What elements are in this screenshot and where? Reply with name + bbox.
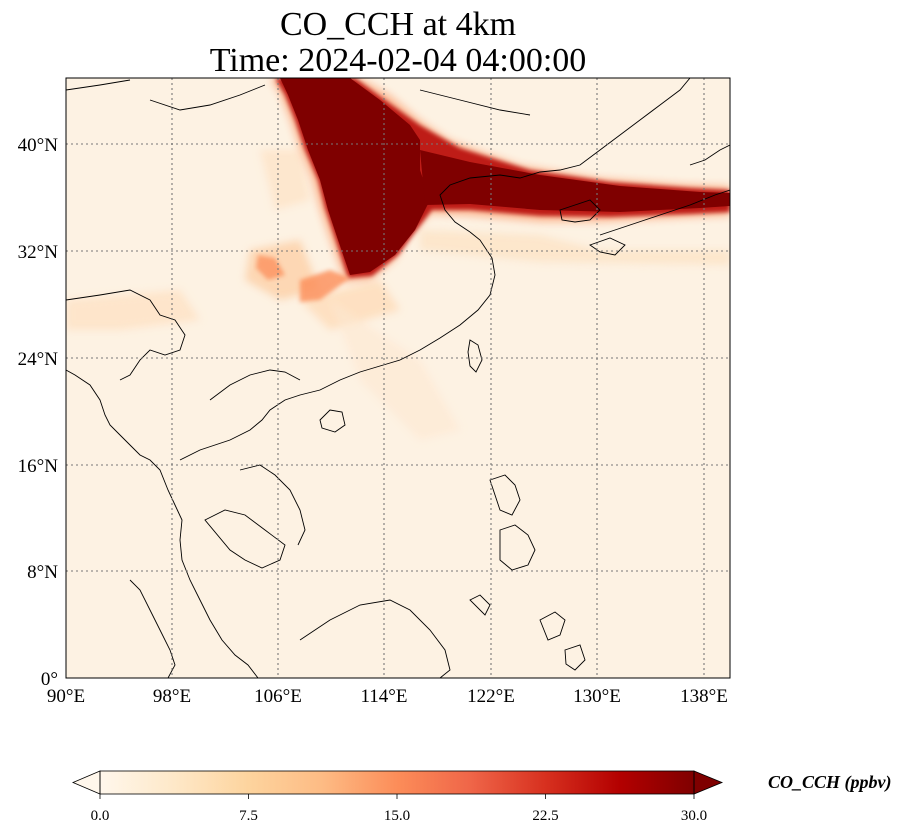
- map-subtitle-time: Time: 2024-02-04 04:00:00: [209, 42, 587, 79]
- colorbar-gradient: [100, 771, 694, 794]
- x-tick-label: 122°E: [467, 686, 515, 707]
- colorbar-tick-label: 7.5: [239, 808, 258, 824]
- y-axis: 40°N 32°N 24°N 16°N 8°N 0°: [18, 135, 59, 690]
- y-tick-label: 40°N: [18, 135, 59, 156]
- y-tick-label: 0°: [41, 669, 58, 690]
- colorbar-extend-max: [693, 770, 724, 795]
- colorbar: 0.0 7.5 15.0 22.5 30.0 CO_CCH (ppbv): [71, 770, 892, 824]
- map-title: CO_CCH at 4km: [279, 6, 517, 43]
- x-tick-label: 106°E: [254, 686, 302, 707]
- co-plume: [256, 78, 730, 302]
- colorbar-extend-min: [71, 770, 101, 795]
- x-tick-label: 98°E: [153, 686, 191, 707]
- colorbar-tick-label: 15.0: [384, 808, 410, 824]
- x-tick-label: 138°E: [680, 686, 728, 707]
- y-tick-label: 16°N: [18, 456, 59, 477]
- concentration-haze: [66, 150, 730, 440]
- colorbar-tick-label: 0.0: [91, 808, 110, 824]
- x-tick-label: 114°E: [361, 686, 408, 707]
- map-plot-area: [66, 78, 730, 678]
- colorbar-tick-label: 30.0: [681, 808, 707, 824]
- y-tick-label: 32°N: [18, 242, 59, 263]
- colorbar-ticks: [99, 794, 695, 799]
- gridlines: [66, 78, 730, 678]
- y-tick-label: 24°N: [18, 349, 59, 370]
- x-tick-label: 90°E: [47, 686, 85, 707]
- x-axis: 90°E 98°E 106°E 114°E 122°E 130°E 138°E: [47, 686, 728, 707]
- coastlines: [66, 78, 730, 678]
- colorbar-label: CO_CCH (ppbv): [768, 772, 892, 793]
- x-tick-label: 130°E: [573, 686, 621, 707]
- map-frame: [65, 77, 731, 679]
- y-tick-label: 8°N: [27, 562, 58, 583]
- colorbar-tick-label: 22.5: [532, 808, 558, 824]
